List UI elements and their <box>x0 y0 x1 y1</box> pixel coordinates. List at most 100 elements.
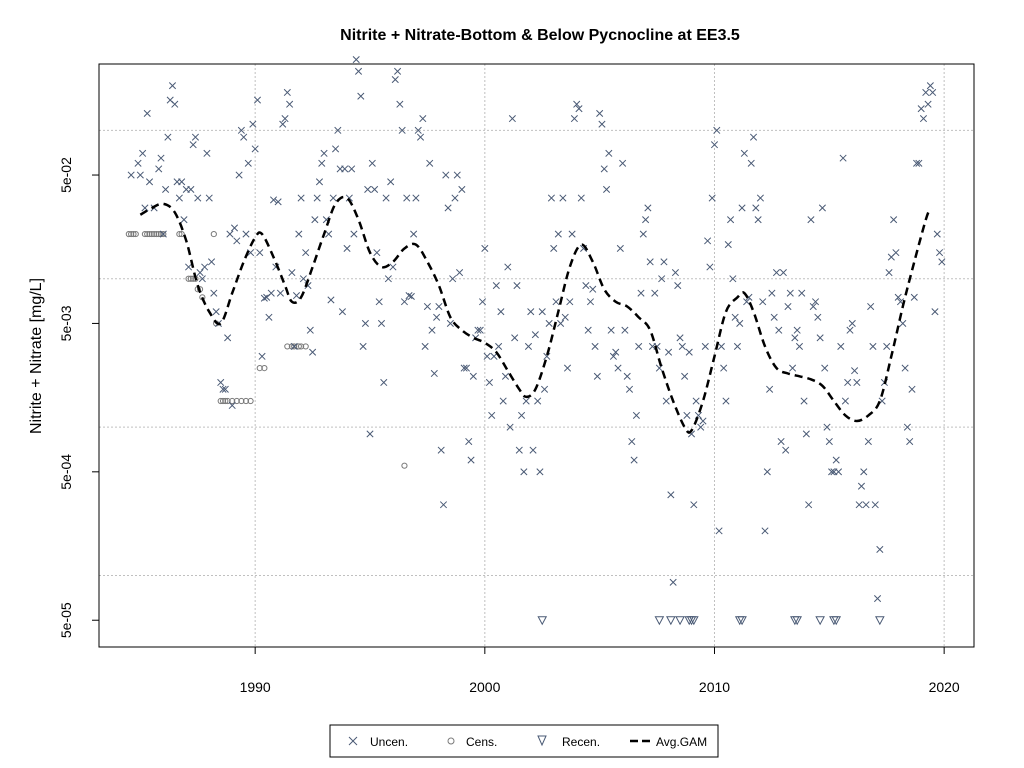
censored-point <box>222 397 229 405</box>
uncensored-point <box>678 342 686 350</box>
uncensored-point <box>492 281 500 290</box>
uncensored-point <box>522 397 530 405</box>
uncensored-point <box>384 275 392 283</box>
uncensored-point <box>552 298 560 306</box>
uncensored-point <box>600 165 608 173</box>
legend-uncen-icon <box>348 736 358 746</box>
uncensored-point <box>345 194 353 202</box>
censored-point <box>261 364 268 372</box>
censored-point <box>247 397 254 405</box>
uncensored-point <box>412 194 420 202</box>
uncensored-point <box>658 275 666 283</box>
uncensored-point <box>162 185 170 193</box>
uncensored-point <box>306 326 314 334</box>
uncensored-point <box>924 100 932 108</box>
uncensored-point <box>782 446 790 454</box>
uncensored-point <box>327 296 335 304</box>
uncensored-point <box>786 289 794 297</box>
uncensored-point <box>428 326 436 334</box>
uncensored-point <box>701 342 709 350</box>
uncensored-point <box>380 378 388 387</box>
uncensored-point <box>414 126 422 134</box>
uncensored-point <box>247 249 255 257</box>
uncensored-point <box>935 249 944 257</box>
uncensored-point <box>738 204 746 212</box>
uncensored-point <box>207 258 216 266</box>
uncensored-point <box>283 88 291 97</box>
uncensored-point <box>681 372 689 380</box>
uncensored-point <box>768 289 776 297</box>
uncensored-point <box>683 411 691 419</box>
uncensored-point <box>249 120 257 128</box>
uncensored-point <box>733 342 742 350</box>
uncensored-point <box>665 348 673 356</box>
uncensored-point <box>724 241 732 249</box>
uncensored-point <box>894 293 902 301</box>
uncensored-point <box>731 313 739 321</box>
uncensored-point <box>816 334 824 342</box>
uncensored-point <box>660 258 668 266</box>
censored-point <box>187 275 194 282</box>
uncensored-point <box>848 319 856 327</box>
uncensored-point <box>465 437 473 446</box>
recensored-point <box>675 616 685 626</box>
uncensored-point <box>391 75 399 84</box>
uncensored-point <box>621 326 629 334</box>
censored-point <box>128 230 135 238</box>
uncensored-point <box>644 204 652 212</box>
uncensored-point <box>554 230 562 238</box>
uncensored-point <box>602 185 611 193</box>
y-tick-label: 5e-04 <box>58 454 74 490</box>
uncensored-point <box>446 319 454 327</box>
uncensored-point <box>279 120 287 128</box>
uncensored-point <box>389 263 397 271</box>
censored-point <box>148 230 155 238</box>
uncensored-point <box>433 313 441 321</box>
uncensored-point <box>295 230 303 238</box>
uncensored-point <box>775 326 783 334</box>
uncensored-point <box>341 165 349 173</box>
legend-box <box>329 724 719 758</box>
uncensored-point <box>350 230 358 238</box>
uncensored-point <box>442 171 450 179</box>
uncensored-point <box>938 258 946 266</box>
uncensored-point <box>364 185 372 193</box>
uncensored-point <box>127 171 135 179</box>
censored-point <box>217 397 224 405</box>
uncensored-point <box>933 230 941 238</box>
uncensored-point <box>784 302 792 311</box>
uncensored-point <box>851 367 859 375</box>
uncensored-point <box>224 334 232 342</box>
uncensored-point <box>791 334 799 342</box>
uncensored-point <box>366 430 374 438</box>
uncensored-point <box>706 263 714 271</box>
recensored-point <box>737 616 747 626</box>
uncensored-point <box>437 446 445 454</box>
uncensored-point <box>763 468 771 476</box>
censored-point <box>153 230 160 238</box>
uncensored-point <box>715 527 723 535</box>
uncensored-point <box>145 178 154 186</box>
uncensored-point <box>614 364 622 372</box>
censored-point <box>151 230 158 238</box>
uncensored-point <box>196 269 204 277</box>
uncensored-point <box>885 269 893 277</box>
uncensored-point <box>770 313 778 321</box>
uncensored-point <box>922 88 930 97</box>
uncensored-point <box>488 411 496 419</box>
censored-point <box>144 230 151 238</box>
uncensored-point <box>311 216 319 224</box>
uncensored-point <box>226 230 234 238</box>
recensored-point <box>654 616 665 626</box>
uncensored-point <box>534 397 542 405</box>
uncensored-point <box>593 372 601 380</box>
uncensored-point <box>518 411 526 419</box>
uncensored-point <box>419 115 427 123</box>
censored-point <box>297 343 305 350</box>
uncensored-point <box>752 204 760 212</box>
uncensored-point <box>228 401 236 410</box>
uncensored-point <box>582 281 590 290</box>
uncensored-point <box>134 159 142 167</box>
uncensored-point <box>637 289 645 297</box>
